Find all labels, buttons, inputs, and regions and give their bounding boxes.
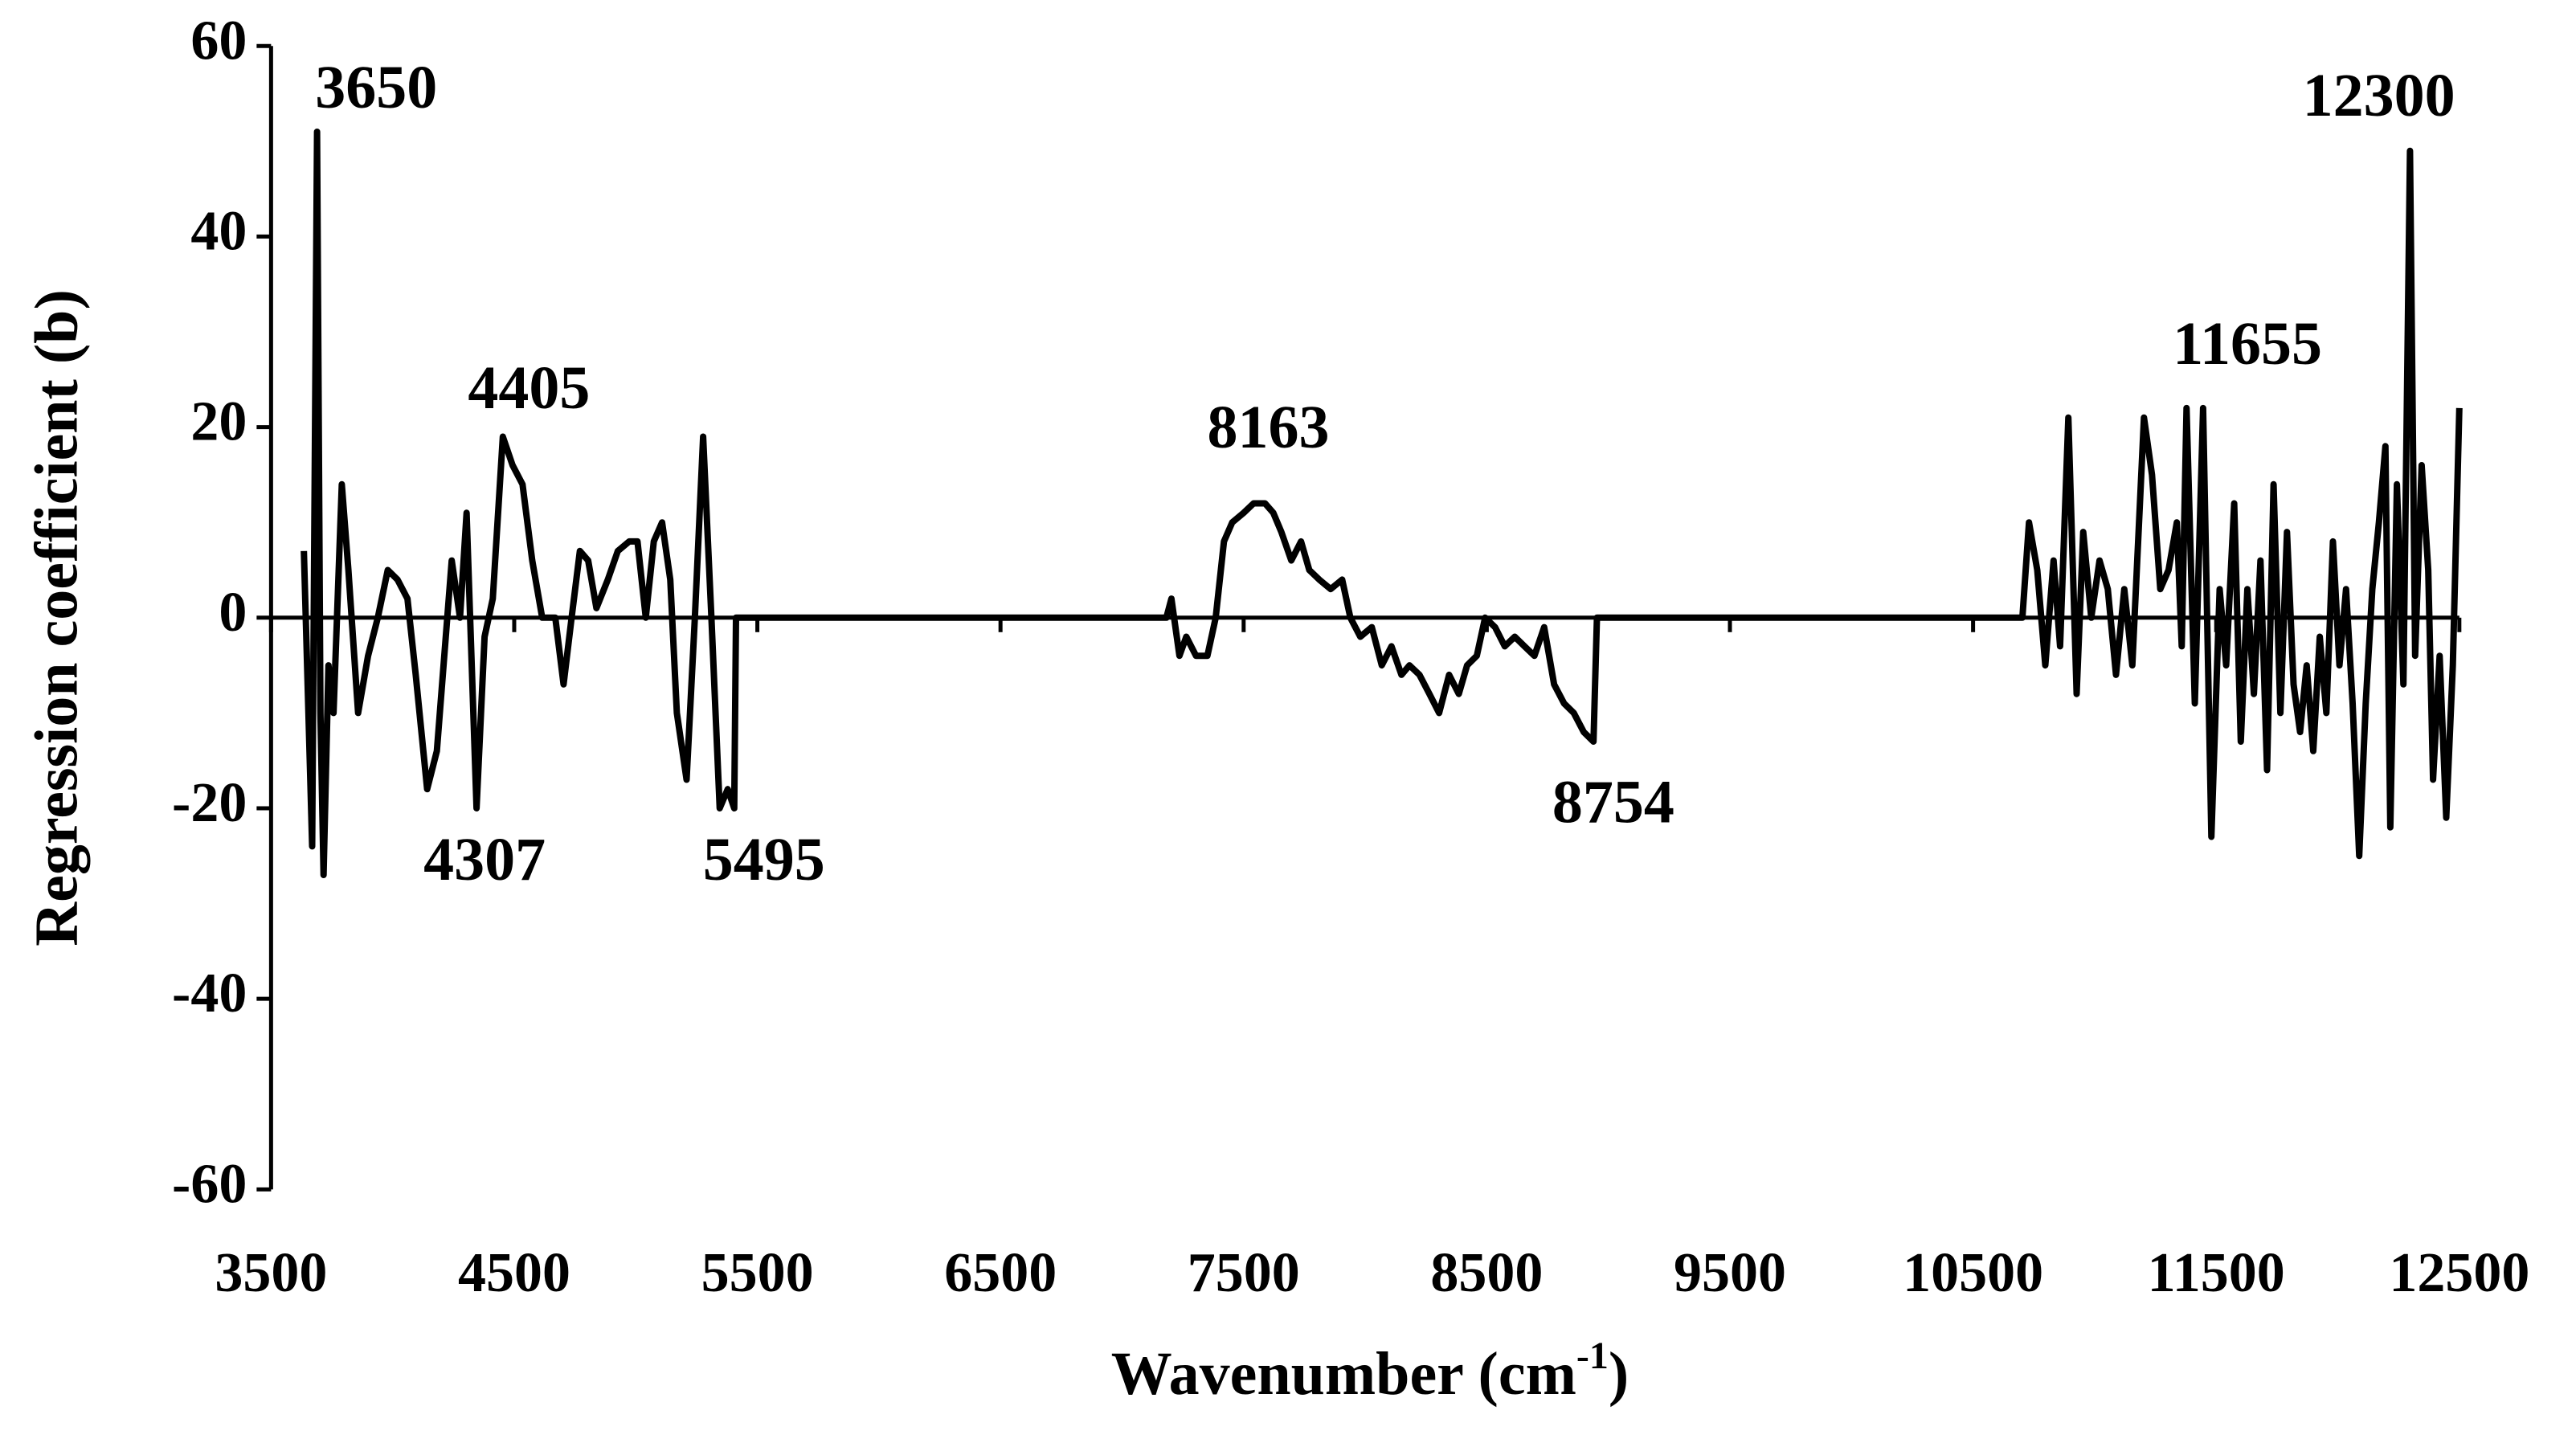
x-tick-label: 5500 <box>701 1242 814 1304</box>
y-tick-label: -60 <box>172 1153 247 1215</box>
x-axis-title: Wavenumber (cm-1) <box>1111 1335 1629 1408</box>
x-axis-title-sup: -1 <box>1576 1335 1609 1377</box>
y-tick-label: -40 <box>172 963 247 1024</box>
x-tick-label: 7500 <box>1188 1242 1300 1304</box>
y-tick-label: 60 <box>190 10 247 72</box>
annotation: 11655 <box>2173 310 2322 378</box>
annotation: 8754 <box>1552 768 1674 836</box>
annotation: 5495 <box>703 826 825 893</box>
y-tick-label: 40 <box>190 200 247 262</box>
x-tick-label: 12500 <box>2389 1242 2529 1304</box>
x-tick-label: 9500 <box>1674 1242 1786 1304</box>
data-line <box>301 129 2463 878</box>
y-tick-label: 20 <box>190 391 247 453</box>
x-tick-label: 3500 <box>215 1242 327 1304</box>
x-axis-title-close: ) <box>1609 1340 1629 1408</box>
annotation: 3650 <box>315 54 437 121</box>
y-axis-title: Regression coefficient (b) <box>22 289 90 946</box>
x-tick-label: 8500 <box>1430 1242 1543 1304</box>
annotation: 12300 <box>2303 62 2455 129</box>
annotation: 8163 <box>1207 394 1329 461</box>
x-tick-label: 6500 <box>944 1242 1057 1304</box>
x-tick-label: 11500 <box>2148 1242 2285 1304</box>
y-tick-label: 0 <box>219 582 247 644</box>
x-tick-label: 4500 <box>458 1242 570 1304</box>
y-tick-label: -20 <box>172 772 247 834</box>
annotation: 4405 <box>468 354 590 422</box>
x-axis-title-text: Wavenumber (cm <box>1111 1340 1576 1408</box>
annotation: 4307 <box>423 826 546 893</box>
x-tick-label: 10500 <box>1903 1242 2043 1304</box>
